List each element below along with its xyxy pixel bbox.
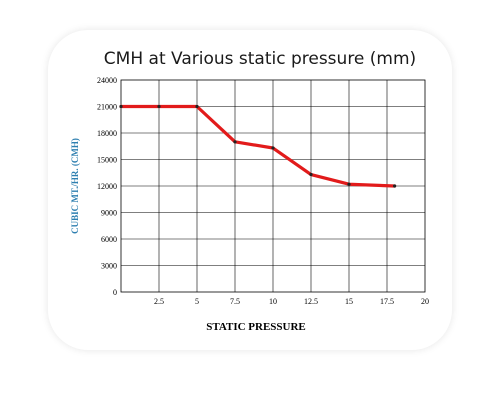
x-axis-label: STATIC PRESSURE (206, 321, 306, 333)
series-layer (119, 104, 397, 188)
x-tick-label: 7.5 (230, 297, 240, 306)
x-axis-ticks: 2.5 5 7.5 10 12.5 15 17.5 20 (154, 297, 429, 306)
chart-card (48, 30, 452, 350)
y-axis-label: CUBIC MT./HR. (CMH) (70, 138, 80, 234)
data-point (347, 182, 351, 186)
chart-title: CMH at Various static pressure (mm) (104, 49, 416, 69)
y-axis-ticks: 0 3000 6000 9000 12000 15000 18000 21000 24000 (97, 76, 117, 297)
data-point (233, 140, 237, 144)
y-tick-label: 6000 (101, 235, 117, 244)
data-point (271, 146, 275, 150)
x-tick-label: 2.5 (154, 297, 164, 306)
y-tick-label: 3000 (101, 262, 117, 271)
y-tick-label: 9000 (101, 209, 117, 218)
x-tick-label: 5 (195, 297, 199, 306)
plot-frame (120, 79, 426, 293)
x-tick-label: 12.5 (304, 297, 318, 306)
x-tick-label: 15 (345, 297, 353, 306)
data-point (393, 184, 397, 188)
x-tick-label: 17.5 (380, 297, 394, 306)
y-tick-label: 18000 (97, 129, 117, 138)
y-tick-label: 12000 (97, 182, 117, 191)
x-tick-label: 10 (269, 297, 277, 306)
y-tick-label: 0 (113, 288, 117, 297)
y-tick-label: 21000 (97, 103, 117, 112)
y-tick-label: 24000 (97, 76, 117, 85)
x-tick-label: 20 (421, 297, 429, 306)
data-point (157, 104, 161, 109)
y-tick-label: 15000 (97, 156, 117, 165)
data-point (195, 104, 199, 109)
data-point (119, 104, 123, 109)
series-line (119, 104, 397, 188)
data-point (309, 172, 313, 177)
